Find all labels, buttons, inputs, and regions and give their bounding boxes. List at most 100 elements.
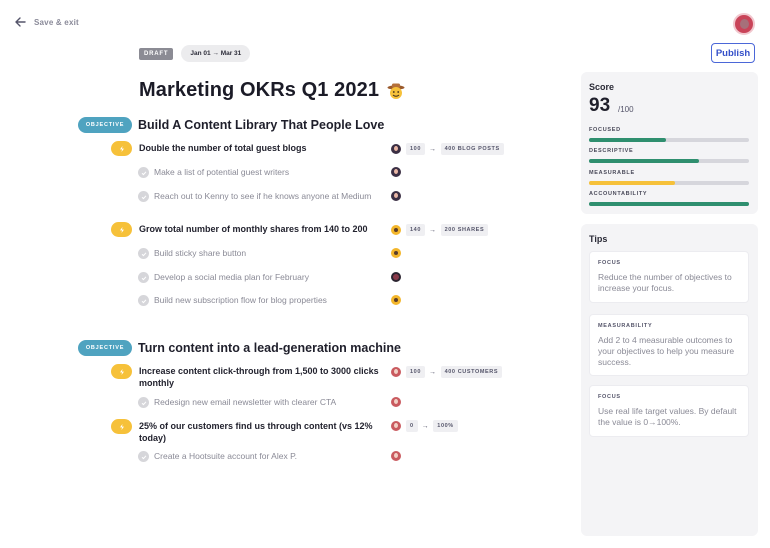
- task-row[interactable]: Make a list of potential guest writers: [138, 167, 388, 179]
- task-checkbox[interactable]: [138, 451, 149, 462]
- key-result-title: Increase content click-through from 1,50…: [139, 366, 379, 388]
- focused-label: FOCUSED: [589, 127, 621, 133]
- metric-target-value: 400 BLOG POSTS: [440, 143, 504, 155]
- objective-title: Build A Content Library That People Love: [138, 118, 385, 132]
- task-row[interactable]: Develop a social media plan for February: [138, 272, 388, 284]
- key-result-title: Double the number of total guest blogs: [139, 143, 307, 153]
- check-icon: [141, 298, 146, 303]
- task-row[interactable]: Create a Hootsuite account for Alex P.: [138, 451, 388, 463]
- key-result-metric[interactable]: 140 → 200 SHARES: [406, 224, 489, 236]
- task-title: Develop a social media plan for February: [154, 272, 309, 282]
- accountability-bar-fill: [589, 202, 749, 206]
- focused-bar: [589, 138, 749, 142]
- key-result-title: Grow total number of monthly shares from…: [139, 224, 368, 234]
- score-value: 93: [589, 95, 611, 116]
- task-checkbox[interactable]: [138, 167, 149, 178]
- assignee-avatar[interactable]: [391, 421, 401, 431]
- task-checkbox[interactable]: [138, 272, 149, 283]
- objective-badge: OBJECTIVE: [78, 340, 132, 356]
- tip-label: MEASURABILITY: [598, 323, 653, 329]
- objective-title: Turn content into a lead-generation mach…: [138, 341, 401, 355]
- assignee-avatar[interactable]: [391, 397, 401, 407]
- lightning-icon: [119, 145, 124, 152]
- task-row[interactable]: Redesign new email newsletter with clear…: [138, 397, 388, 409]
- assignee-avatar[interactable]: [391, 272, 401, 282]
- measurable-bar: [589, 181, 749, 185]
- task-row[interactable]: Build sticky share button: [138, 248, 388, 260]
- assignee-avatar[interactable]: [391, 295, 401, 305]
- metric-start-value: 100: [406, 366, 425, 378]
- key-result-metric[interactable]: 100 → 400 CUSTOMERS: [406, 366, 503, 378]
- assignee-avatar[interactable]: [391, 451, 401, 461]
- key-result-title: 25% of our customers find us through con…: [139, 421, 373, 443]
- accountability-label: ACCOUNTABILITY: [589, 191, 648, 197]
- assignee-avatar[interactable]: [391, 167, 401, 177]
- assignee-avatar[interactable]: [391, 367, 401, 377]
- descriptive-bar: [589, 159, 749, 163]
- assignee-avatar[interactable]: [391, 191, 401, 201]
- check-icon: [141, 194, 146, 199]
- arrow-right-icon: →: [428, 145, 437, 153]
- assignee-avatar[interactable]: [391, 248, 401, 258]
- check-icon: [141, 251, 146, 256]
- arrow-right-icon: →: [421, 422, 430, 430]
- assignee-avatar[interactable]: [391, 225, 401, 235]
- task-row[interactable]: Build new subscription flow for blog pro…: [138, 295, 388, 307]
- publish-button[interactable]: Publish: [711, 43, 755, 63]
- key-result-row[interactable]: 25% of our customers find us through con…: [111, 419, 391, 445]
- lightning-icon: [119, 368, 124, 375]
- key-result-row[interactable]: Grow total number of monthly shares from…: [111, 222, 391, 238]
- descriptive-label: DESCRIPTIVE: [589, 148, 634, 154]
- tip-label: FOCUS: [598, 394, 621, 400]
- date-range-pill[interactable]: Jan 01 → Mar 31: [181, 45, 251, 62]
- metric-start-value: 100: [406, 143, 425, 155]
- measurable-bar-fill: [589, 181, 676, 185]
- save-and-exit-label: Save & exit: [34, 17, 79, 27]
- metric-start-value: 0: [406, 420, 418, 432]
- check-icon: [141, 170, 146, 175]
- key-result-row[interactable]: Increase content click-through from 1,50…: [111, 364, 391, 390]
- metric-target-value: 200 SHARES: [440, 224, 489, 236]
- objective-row[interactable]: OBJECTIVE Turn content into a lead-gener…: [78, 340, 401, 356]
- metric-target-value: 400 CUSTOMERS: [440, 366, 503, 378]
- objective-row[interactable]: OBJECTIVE Build A Content Library That P…: [78, 117, 384, 133]
- arrow-right-icon: →: [428, 368, 437, 376]
- key-result-row[interactable]: Double the number of total guest blogs: [111, 141, 391, 157]
- metric-start-value: 140: [406, 224, 425, 236]
- task-checkbox[interactable]: [138, 295, 149, 306]
- accountability-bar: [589, 202, 749, 206]
- task-checkbox[interactable]: [138, 248, 149, 259]
- score-out-of: /100: [618, 105, 634, 114]
- assignee-avatar[interactable]: [391, 144, 401, 154]
- status-badge: DRAFT: [139, 47, 174, 60]
- key-result-marker: [111, 141, 132, 156]
- key-result-metric[interactable]: 0 → 100%: [406, 420, 458, 432]
- tip-text: Use real life target values. By default …: [598, 406, 737, 427]
- task-checkbox[interactable]: [138, 191, 149, 202]
- save-and-exit-link[interactable]: Save & exit: [14, 16, 79, 28]
- arrow-right-icon: →: [428, 226, 437, 234]
- page-title-text: Marketing OKRs Q1 2021: [139, 79, 380, 101]
- task-row[interactable]: Reach out to Kenny to see if he knows an…: [138, 191, 388, 215]
- lightning-icon: [119, 423, 124, 430]
- key-result-metric[interactable]: 100 → 400 BLOG POSTS: [406, 143, 504, 155]
- key-result-marker: [111, 222, 132, 237]
- key-result-marker: [111, 419, 132, 434]
- key-result-marker: [111, 364, 132, 379]
- tips-heading: Tips: [589, 234, 608, 244]
- check-icon: [141, 275, 146, 280]
- task-title: Build sticky share button: [154, 248, 247, 258]
- tip-text: Add 2 to 4 measurable outcomes to your o…: [598, 335, 735, 367]
- page-title[interactable]: Marketing OKRs Q1 2021: [139, 79, 405, 102]
- measurable-label: MEASURABLE: [589, 170, 635, 176]
- metric-target-value: 100%: [433, 420, 458, 432]
- check-icon: [141, 454, 146, 459]
- user-avatar[interactable]: [733, 13, 755, 35]
- okr-meta-row: DRAFT Jan 01 → Mar 31: [139, 45, 251, 62]
- tips-panel: Tips FOCUS Reduce the number of objectiv…: [581, 224, 758, 536]
- tip-text: Reduce the number of objectives to incre…: [598, 272, 732, 293]
- task-checkbox[interactable]: [138, 397, 149, 408]
- lightning-icon: [119, 226, 124, 233]
- focused-bar-fill: [589, 138, 666, 142]
- tip-card: FOCUS Reduce the number of objectives to…: [589, 251, 749, 303]
